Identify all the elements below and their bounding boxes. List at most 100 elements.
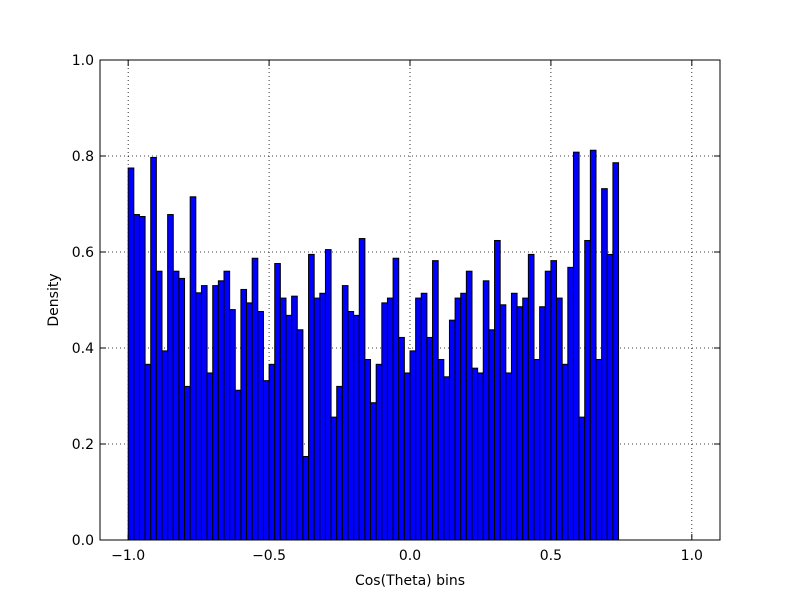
histogram-bar xyxy=(229,309,236,541)
histogram-bar xyxy=(257,311,264,541)
histogram-bar xyxy=(172,270,180,541)
histogram-bar xyxy=(324,249,332,541)
histogram-bar xyxy=(144,363,152,541)
histogram-bar xyxy=(556,297,563,541)
histogram-bar xyxy=(392,257,400,541)
histogram-bar xyxy=(246,302,253,541)
histogram-bar xyxy=(200,285,208,541)
histogram-bar xyxy=(494,239,501,541)
histogram-bar xyxy=(291,295,298,541)
histogram-bar xyxy=(505,372,512,541)
histogram-bar xyxy=(184,385,191,541)
histogram-bar xyxy=(533,359,541,541)
histogram-bar xyxy=(347,311,355,541)
histogram-bar xyxy=(386,297,394,541)
histogram-bar xyxy=(409,350,417,541)
histogram-bar xyxy=(364,359,372,541)
histogram-bar xyxy=(313,297,321,541)
histogram-bar xyxy=(454,297,462,541)
histogram-bar xyxy=(499,304,507,541)
histogram-bar xyxy=(544,270,552,541)
y-tick-label: 0.6 xyxy=(72,245,94,261)
histogram-bar xyxy=(465,270,473,541)
histogram-bar xyxy=(217,280,225,541)
histogram-bar xyxy=(296,329,304,541)
histogram-bar xyxy=(482,280,490,541)
histogram-bar xyxy=(150,156,157,541)
x-tick-label: 0.0 xyxy=(399,548,421,564)
histogram-bar xyxy=(330,416,338,541)
histogram-bar xyxy=(522,297,529,541)
histogram-bar xyxy=(516,306,524,541)
axis-ticks xyxy=(100,59,720,541)
histogram-bar xyxy=(240,288,248,541)
x-tick-label: 1.0 xyxy=(681,548,703,564)
histogram-bar xyxy=(189,196,197,541)
histogram-bar xyxy=(223,270,231,541)
histogram-bar xyxy=(601,188,608,541)
histogram-bar xyxy=(155,270,163,541)
histogram-bar xyxy=(606,253,614,541)
histogram-bar xyxy=(471,367,479,541)
histogram-bar xyxy=(595,359,603,541)
histogram-bar xyxy=(285,314,293,541)
histogram-bar xyxy=(336,385,343,541)
x-axis-label: Cos(Theta) bins xyxy=(355,573,465,589)
histogram-bar xyxy=(578,416,586,541)
histogram-bar xyxy=(432,260,439,541)
x-tick-label: −1.0 xyxy=(111,548,145,564)
histogram-bar xyxy=(415,297,422,541)
histogram-bar xyxy=(567,266,574,541)
histogram-bar xyxy=(612,162,620,541)
y-tick-label: 0.0 xyxy=(72,533,94,549)
histogram-bar xyxy=(460,292,467,541)
histogram-bar xyxy=(308,253,315,541)
histogram-bar xyxy=(510,292,518,541)
histogram-bar xyxy=(572,151,580,541)
histogram-bar xyxy=(443,376,450,541)
y-tick-label: 0.4 xyxy=(72,341,94,357)
histogram-bar xyxy=(353,314,360,541)
histogram-bar xyxy=(488,329,496,541)
histogram-bar xyxy=(398,336,405,541)
x-tick-label: 0.5 xyxy=(540,548,562,564)
y-tick-label: 0.2 xyxy=(72,437,94,453)
histogram-bar xyxy=(251,257,259,541)
histogram-bar xyxy=(212,285,219,541)
histogram-bar xyxy=(561,363,569,541)
histogram-bar xyxy=(426,336,434,541)
histogram-bar xyxy=(539,306,546,541)
histogram-bar xyxy=(370,402,377,541)
histogram-bar xyxy=(477,372,484,541)
histogram-bar xyxy=(195,292,202,541)
y-axis-label: Density xyxy=(46,273,62,326)
histogram-bar xyxy=(234,389,242,541)
histogram-bar xyxy=(420,292,428,541)
histogram-bar xyxy=(161,350,169,541)
histogram-bar xyxy=(403,372,411,541)
histogram-bar xyxy=(127,167,135,541)
y-tick-label: 0.8 xyxy=(72,149,94,165)
histogram-bar xyxy=(268,363,276,541)
x-tick-label: −0.5 xyxy=(252,548,286,564)
histogram-bar xyxy=(550,260,558,541)
histogram-bar xyxy=(527,253,535,541)
histogram-bar xyxy=(448,319,456,541)
histogram-bar xyxy=(302,455,310,541)
histogram-bar xyxy=(375,363,383,541)
histogram-bar xyxy=(274,263,281,541)
histogram-bar xyxy=(319,292,326,541)
histogram-bar xyxy=(138,215,146,541)
histogram-bar xyxy=(437,359,445,541)
histogram-bar xyxy=(358,238,366,541)
histogram-bar xyxy=(279,297,287,541)
histogram-bar xyxy=(262,380,270,541)
histogram-bar xyxy=(381,302,388,541)
histogram-bar xyxy=(167,214,174,541)
axis-tick-labels: −1.0 −0.5 0.0 0.5 1.0 0.0 0.2 0.4 0.6 0.8 1.0 xyxy=(72,53,703,564)
y-tick-label: 1.0 xyxy=(72,53,94,69)
histogram-bar xyxy=(178,277,186,541)
histogram-bar xyxy=(133,214,140,541)
histogram-bar xyxy=(584,239,591,541)
